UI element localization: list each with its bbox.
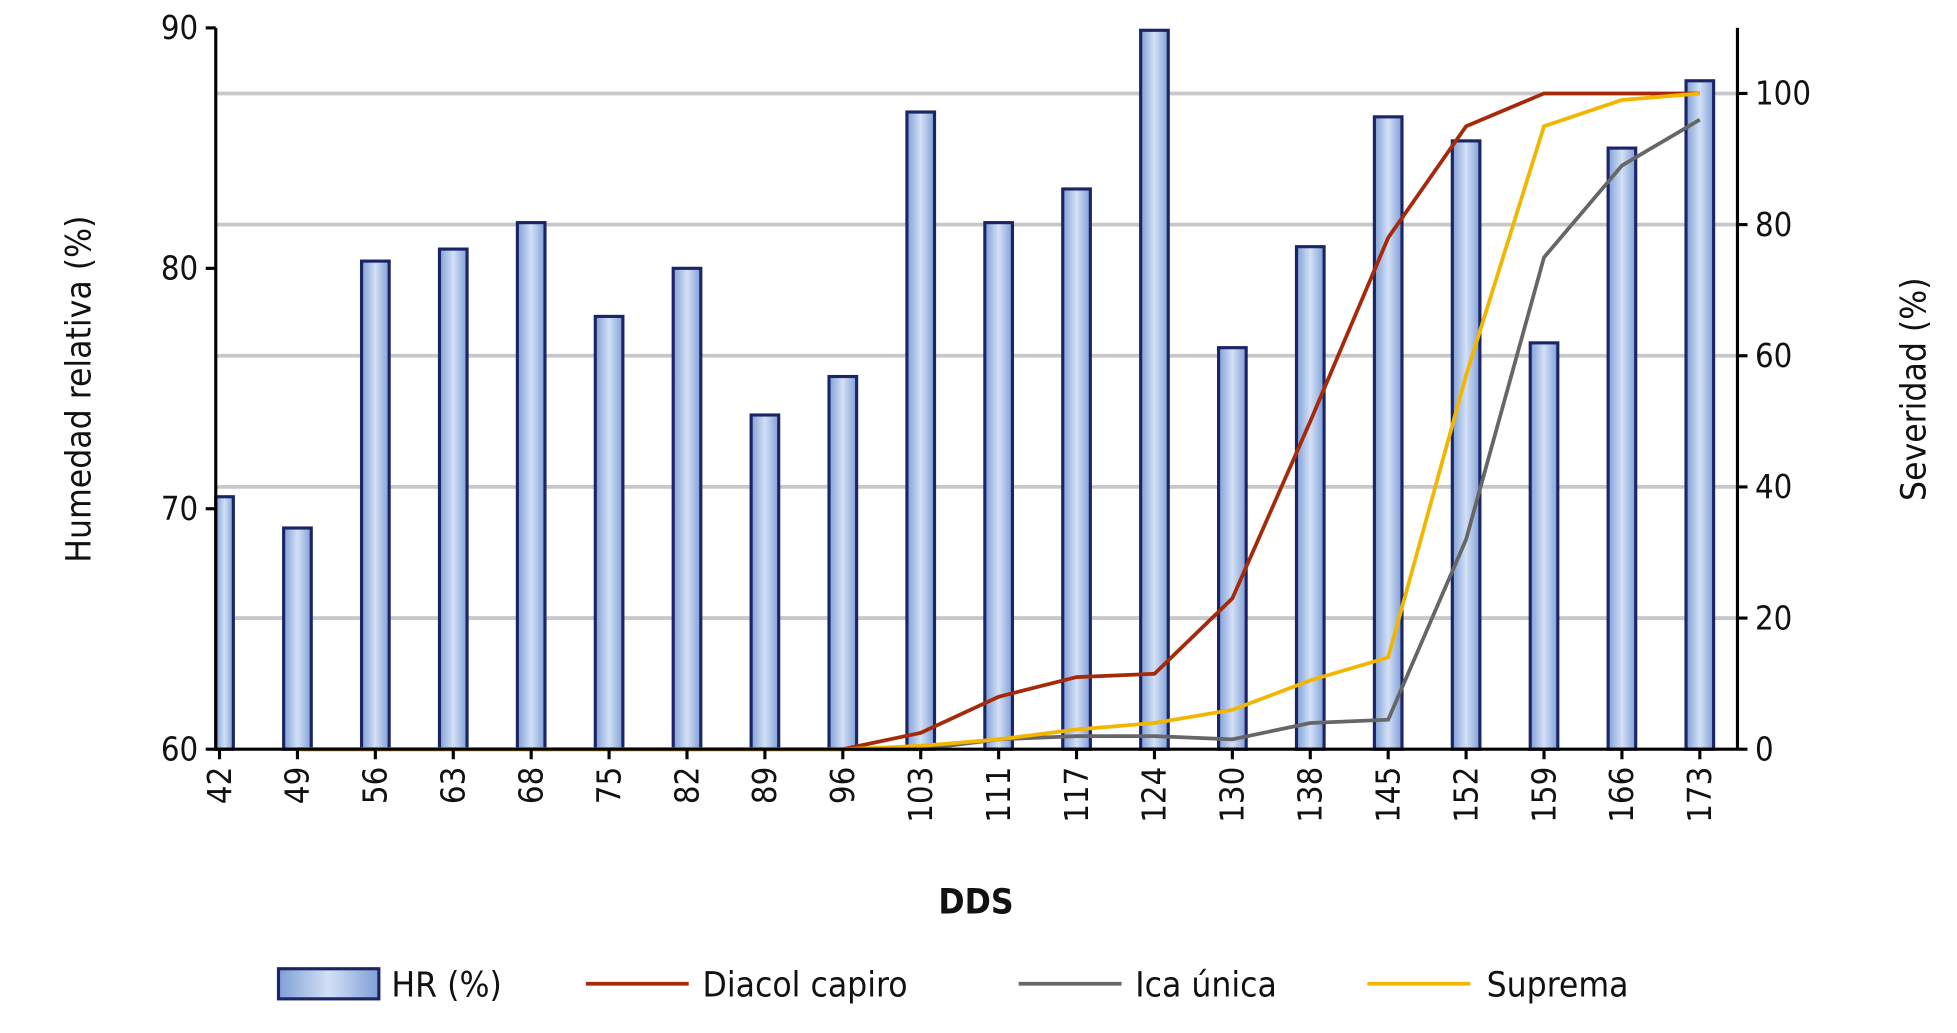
bar-hr [214,495,235,751]
x-tick-label: 103 [902,767,940,823]
x-tick-label: 138 [1292,767,1330,823]
x-tick-label: 82 [668,767,706,804]
bar-hr [515,221,547,751]
bars [214,28,1716,751]
y-right-tick-label: 80 [1755,206,1792,244]
y-right-tick-label: 100 [1755,75,1811,113]
x-tick-label: 130 [1214,767,1252,823]
y-left-tick-label: 60 [161,730,198,768]
bar-hr [983,221,1015,751]
x-tick-label: 75 [590,767,628,804]
bar-hr [1217,346,1248,751]
bar-hr [827,374,859,751]
bar-hr [749,413,781,751]
x-tick-label: 145 [1369,767,1407,823]
bar-hr [1139,28,1170,751]
bar-hr [671,266,703,751]
x-tick-label: 63 [435,767,473,804]
bar-hr [593,314,625,751]
bar-hr [1061,187,1092,751]
x-tick-label: 68 [512,767,550,804]
x-axis-label: DDS [938,882,1013,923]
axes: 60 70 80 90 0 20 40 60 80 100 42 49 56 63 68 75 82 89 96 10… [161,9,1811,823]
x-tick-label: 111 [980,767,1018,823]
y-axis-right-label: Severidad (%) [1894,277,1935,501]
x-tick-label: 152 [1447,767,1485,823]
y-right-tick-label: 60 [1755,337,1792,375]
legend-label: HR (%) [391,964,501,1005]
x-tick-label: 56 [357,767,395,804]
y-left-tick-label: 80 [161,250,198,288]
bar-hr [282,526,313,751]
legend-swatch-hr [276,967,381,1001]
y-right-tick-label: 40 [1755,468,1792,506]
legend-label: Ica única [1135,964,1277,1005]
x-tick-label: 96 [824,767,862,804]
y-left-tick-label: 90 [161,9,198,47]
y-right-tick-label: 20 [1755,599,1792,637]
x-tick-label: 159 [1525,767,1563,823]
bar-hr [1684,79,1716,751]
bar-hr [905,110,937,751]
x-tick-label: 124 [1136,767,1174,823]
bar-hr [1528,341,1560,751]
x-tick-label: 42 [201,767,239,804]
legend: HR (%) Diacol capiro Ica única Suprema [276,964,1629,1005]
gridlines [215,91,1738,620]
x-tick-label: 166 [1603,767,1641,823]
x-tick-label: 173 [1681,767,1719,823]
bar-hr [359,259,391,751]
legend-label: Diacol capiro [703,964,908,1005]
bar-hr [1294,245,1326,751]
y-left-tick-label: 70 [161,490,198,528]
y-right-tick-label: 0 [1755,730,1774,768]
bar-hr [1606,146,1638,751]
x-tick-label: 89 [746,767,784,804]
y-axis-left-label: Humedad relativa (%) [58,216,99,563]
bar-hr [437,247,469,751]
x-tick-label: 49 [279,767,317,804]
legend-label: Suprema [1487,964,1629,1005]
bar-hr [1450,139,1482,751]
bar-hr [1372,115,1404,751]
x-tick-label: 117 [1058,767,1096,823]
